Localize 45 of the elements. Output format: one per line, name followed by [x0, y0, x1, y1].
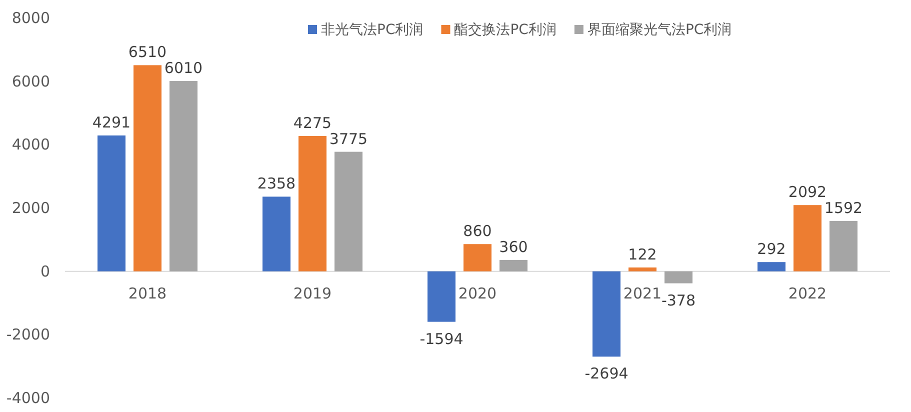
data-label: 4275: [293, 114, 332, 132]
bar: [830, 220, 858, 272]
bar: [758, 262, 786, 272]
data-label: 360: [499, 238, 528, 256]
x-tick-label: 2018: [128, 284, 167, 302]
bar: [628, 267, 656, 272]
y-tick-label: 6000: [12, 72, 50, 90]
y-tick-label: -4000: [6, 389, 50, 407]
x-tick-label: 2021: [623, 284, 662, 302]
y-tick-label: 0: [40, 262, 50, 280]
bar: [500, 260, 528, 272]
data-label: -1594: [420, 330, 464, 348]
data-label: 3775: [329, 130, 368, 148]
legend-label: 非光气法PC利润: [321, 22, 424, 38]
bar: [298, 136, 326, 272]
x-tick-label: 2022: [788, 284, 827, 302]
legend-label: 酯交换法PC利润: [454, 22, 556, 38]
bar: [464, 244, 492, 272]
bar: [794, 205, 822, 272]
x-tick-label: 2019: [293, 284, 332, 302]
bar: [134, 65, 162, 272]
data-label: 1592: [824, 198, 863, 217]
data-label: 122: [628, 245, 657, 264]
bar: [170, 81, 198, 272]
bar: [98, 135, 126, 272]
data-label: 292: [757, 240, 786, 258]
data-label: 2358: [257, 174, 296, 193]
y-tick-label: 4000: [12, 136, 50, 154]
y-tick-label: 8000: [12, 9, 50, 27]
x-tick-label: 2020: [458, 284, 497, 302]
data-label: 2092: [788, 183, 827, 202]
bar: [334, 152, 362, 272]
y-tick-label: 2000: [12, 199, 50, 217]
y-tick-label: -2000: [6, 326, 50, 344]
data-label: -2694: [584, 364, 628, 383]
data-label: 860: [463, 222, 492, 240]
bar: [428, 271, 456, 322]
data-label: 6010: [164, 59, 203, 78]
bar: [664, 271, 692, 284]
bar: [592, 271, 620, 357]
bar: [262, 196, 290, 272]
data-label: 4291: [92, 113, 131, 132]
data-label: 6510: [128, 43, 167, 62]
legend-label: 界面缩聚光气法PC利润: [587, 22, 732, 38]
data-label: -378: [661, 291, 696, 310]
